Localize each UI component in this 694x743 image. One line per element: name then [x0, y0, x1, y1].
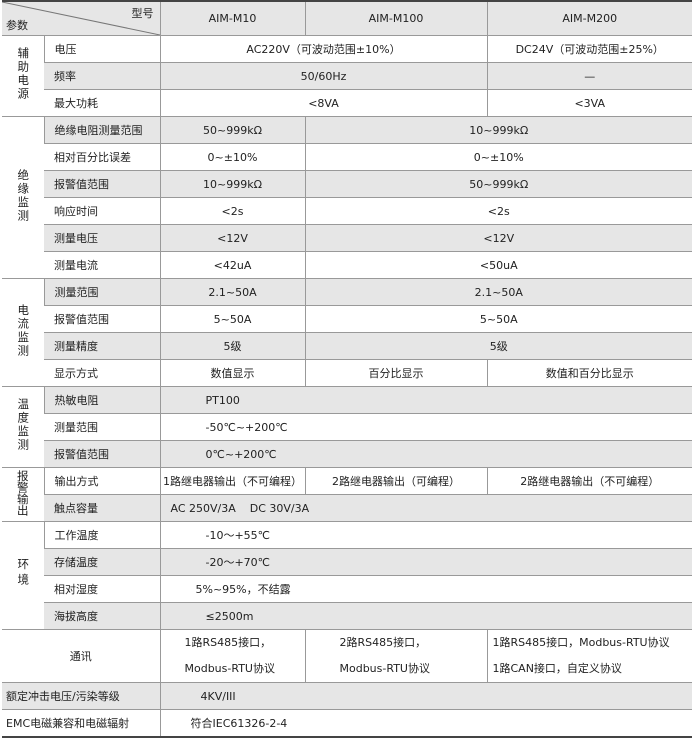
- cell: 50~999kΩ: [304, 170, 692, 198]
- cell: 数值显示: [159, 359, 305, 387]
- model-header: AIM-M200: [486, 0, 692, 36]
- cell: 5级: [159, 332, 305, 360]
- cell: 5~50A: [159, 305, 305, 333]
- cell: ≤2500m: [159, 602, 692, 630]
- row-label: 触点容量: [44, 494, 160, 522]
- cell: 2路RS485接口， Modbus-RTU协议: [304, 629, 487, 683]
- group-aux-power: 辅助电源: [2, 35, 44, 117]
- cell: 0℃~+200℃: [159, 440, 692, 468]
- row-label: 相对湿度: [44, 575, 160, 603]
- row-label: 显示方式: [44, 359, 160, 387]
- cell-line: Modbus-RTU协议: [184, 662, 275, 675]
- cell: <8VA: [159, 89, 487, 117]
- cell: 1路RS485接口，Modbus-RTU协议 1路CAN接口，自定义协议: [486, 629, 692, 683]
- group-current: 电流监测: [2, 278, 44, 387]
- row-label: 报警值范围: [44, 440, 160, 468]
- cell: 0~±10%: [304, 143, 692, 171]
- group-alarm-output: 报警输出: [2, 467, 44, 522]
- cell: <2s: [304, 197, 692, 225]
- cell-line: 1路RS485接口，Modbus-RTU协议: [492, 636, 670, 649]
- row-label: 相对百分比误差: [44, 143, 160, 171]
- row-label: 电压: [43, 35, 160, 63]
- cell: -20～+70℃: [159, 548, 692, 576]
- cell: <12V: [159, 224, 305, 252]
- row-label: 海拔高度: [44, 602, 160, 630]
- cell: 2.1~50A: [304, 278, 692, 306]
- row-label: 测量范围: [44, 413, 160, 441]
- row-label: 输出方式: [43, 467, 160, 495]
- header-corner: 型号 参数: [2, 0, 160, 36]
- cell: <12V: [304, 224, 692, 252]
- cell: <2s: [159, 197, 305, 225]
- cell: -10～+55℃: [159, 521, 692, 549]
- row-label: 测量范围: [43, 278, 160, 306]
- row-label: 测量电压: [44, 224, 160, 252]
- row-label: 报警值范围: [44, 170, 160, 198]
- row-label: 最大功耗: [44, 89, 160, 117]
- cell: 4KV/III: [159, 682, 692, 710]
- cell-line: Modbus-RTU协议: [339, 662, 430, 675]
- cell: DC24V（可波动范围±25%）: [486, 35, 692, 63]
- cell: <50uA: [304, 251, 692, 279]
- cell: PT100: [159, 386, 692, 414]
- row-label: 额定冲击电压/污染等级: [2, 682, 160, 710]
- cell: 50~999kΩ: [159, 116, 305, 144]
- cell: 50/60Hz: [159, 62, 487, 90]
- row-label: 测量精度: [44, 332, 160, 360]
- cell: -50℃~+200℃: [159, 413, 692, 441]
- cell: 1路RS485接口， Modbus-RTU协议: [159, 629, 305, 683]
- cell: —: [486, 62, 692, 90]
- cell: 百分比显示: [304, 359, 487, 387]
- row-label: 热敏电阻: [43, 386, 160, 414]
- cell: 0~±10%: [159, 143, 305, 171]
- cell: 2路继电器输出（不可编程）: [486, 467, 692, 495]
- model-header: AIM-M10: [159, 0, 305, 36]
- cell: 符合IEC61326-2-4: [159, 709, 692, 738]
- cell: 5%~95%，不结露: [159, 575, 692, 603]
- row-label: EMC电磁兼容和电磁辐射: [2, 709, 160, 738]
- cell: 10~999kΩ: [159, 170, 305, 198]
- group-environment: 环境: [2, 521, 44, 630]
- row-label: 测量电流: [44, 251, 160, 279]
- group-temperature: 温度监测: [2, 386, 44, 468]
- row-label: 工作温度: [43, 521, 160, 549]
- row-label: 通讯: [2, 629, 160, 683]
- cell: AC220V（可波动范围±10%）: [159, 35, 487, 63]
- group-insulation: 绝缘监测: [2, 116, 44, 279]
- cell: 5~50A: [304, 305, 692, 333]
- cell: 2路继电器输出（可编程）: [304, 467, 487, 495]
- cell: <42uA: [159, 251, 305, 279]
- cell-line: 2路RS485接口，: [339, 636, 427, 649]
- cell: 数值和百分比显示: [486, 359, 692, 387]
- cell: 1路继电器输出（不可编程）: [159, 467, 305, 495]
- row-label: 频率: [44, 62, 160, 90]
- cell: AC 250V/3A DC 30V/3A: [159, 494, 692, 522]
- cell: 5级: [304, 332, 692, 360]
- cell-line: 1路CAN接口，自定义协议: [492, 662, 622, 675]
- row-label: 响应时间: [44, 197, 160, 225]
- cell: 2.1~50A: [159, 278, 305, 306]
- model-header: AIM-M100: [304, 0, 487, 36]
- row-label: 报警值范围: [44, 305, 160, 333]
- row-label: 存储温度: [44, 548, 160, 576]
- cell: <3VA: [486, 89, 692, 117]
- row-label: 绝缘电阻测量范围: [43, 116, 160, 144]
- cell: 10~999kΩ: [304, 116, 692, 144]
- cell-line: 1路RS485接口，: [184, 636, 272, 649]
